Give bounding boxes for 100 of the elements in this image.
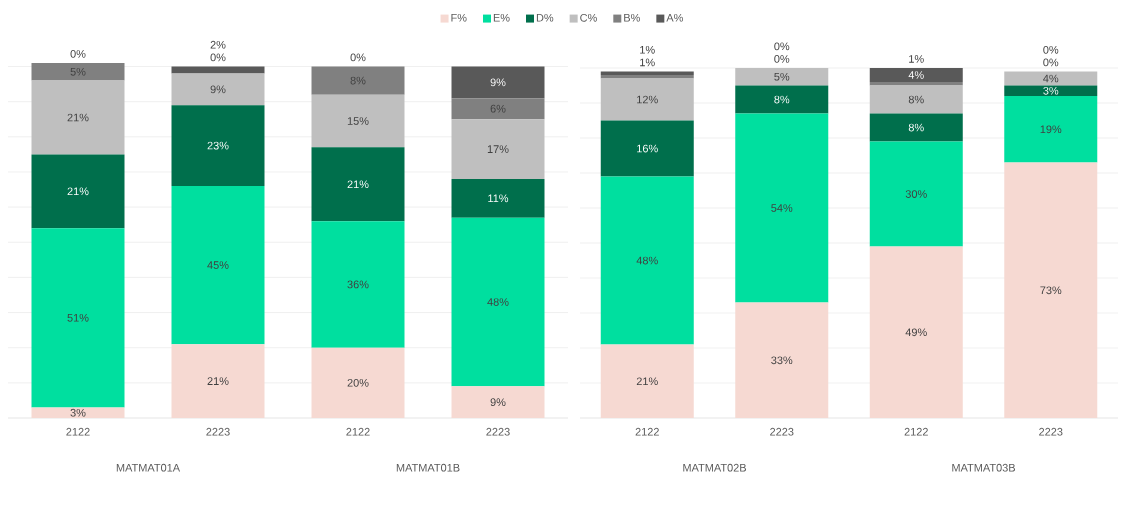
data-label: 11% [488,194,509,203]
data-label: 0% [210,53,226,62]
data-label: 12% [637,95,658,104]
data-label: 48% [636,256,658,265]
x-tick-label: 2223 [770,427,794,436]
bar [311,147,405,222]
data-label: 23% [207,141,229,150]
data-label: 3% [1043,86,1059,95]
data-label: 15% [347,117,369,125]
bar [31,154,125,229]
data-label: 0% [774,42,790,51]
bar [171,66,265,74]
bar [171,73,265,106]
data-label: 51% [67,313,89,322]
x-tick-label: 2223 [486,427,510,436]
legend-label: B% [624,13,640,22]
bar [869,141,963,247]
bar [735,85,829,114]
bar [451,119,545,179]
bar [311,221,405,348]
data-label: 8% [908,123,924,132]
data-label: 8% [350,76,366,85]
data-label: 4% [1043,74,1059,83]
data-label: 0% [774,55,790,63]
data-label: 45% [207,261,229,269]
data-label: 54% [771,204,793,212]
data-label: 19% [1040,125,1062,134]
bar [311,94,405,148]
bar [600,78,694,121]
data-label: 21% [347,180,369,189]
data-label: 5% [774,72,790,81]
legend-label: F% [451,13,467,22]
data-label: 36% [347,280,369,289]
data-label: 9% [490,398,506,407]
bar [311,347,405,418]
legend-label: E% [493,13,510,22]
data-label: 6% [490,104,506,113]
data-label: 0% [1043,58,1059,67]
bar [1004,162,1098,418]
data-label: 8% [908,95,924,104]
data-label: 1% [640,45,655,54]
x-tick-label: 2223 [1039,427,1063,436]
bar [451,66,545,99]
legend-label: D% [536,13,554,22]
data-label: 8% [774,95,790,104]
bar [869,68,963,82]
x-tick-label: 2122 [904,427,928,436]
data-label: 21% [636,377,658,386]
bar [1004,71,1098,86]
data-label: 1% [640,58,655,67]
bar [451,217,545,387]
bar [600,176,694,345]
legend-label: A% [666,13,683,22]
text: MATMAT02B [683,463,747,472]
bar [171,105,265,187]
data-label: 0% [350,53,366,62]
bar [735,302,829,418]
data-label: 21% [67,113,89,122]
data-label: 17% [487,145,509,153]
data-label: 48% [487,298,509,306]
data-label: 20% [347,378,369,387]
x-tick-label: 2122 [346,427,370,436]
data-label: 3% [70,408,86,417]
bar [171,186,265,345]
data-label: 73% [1040,286,1062,295]
bar [31,407,125,418]
text: MATMAT03B [952,463,1016,472]
data-label: 1% [909,55,924,63]
bar [869,246,963,418]
bar [600,120,694,177]
bar [31,228,125,408]
bar [1004,85,1098,96]
data-label: 21% [67,187,89,196]
data-label: 21% [207,377,229,385]
bar [600,344,694,418]
bar [869,113,963,142]
x-tick-label: 2122 [635,427,659,436]
bar [735,68,829,86]
bar [735,113,829,303]
x-tick-label: 2122 [66,427,90,436]
x-tick-label: 2223 [206,427,230,436]
bar [31,80,125,155]
bar [451,386,545,418]
bar [1004,96,1098,163]
bar [171,344,265,418]
bar [869,85,963,114]
bar [31,63,125,81]
data-label: 30% [905,190,927,198]
data-label: 33% [771,356,793,365]
data-label: 2% [210,40,226,49]
text: MATMAT01A [116,463,181,472]
bar [451,98,545,120]
data-label: 16% [637,144,658,153]
bar [600,71,694,75]
data-label: 4% [908,71,924,79]
data-label: 9% [210,85,226,94]
data-label: 49% [905,328,927,337]
data-label: 0% [70,49,86,58]
text: MATMAT01B [396,463,460,472]
bar [311,66,405,95]
